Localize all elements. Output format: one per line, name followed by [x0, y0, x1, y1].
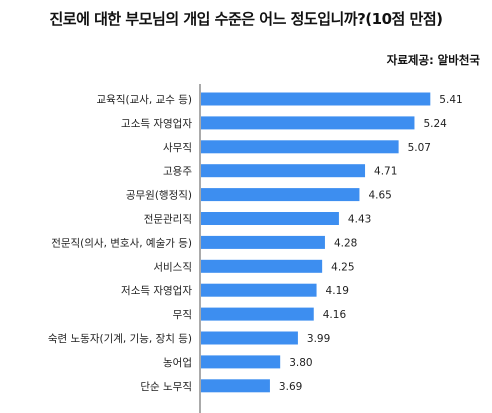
category-label: 무직	[173, 309, 192, 321]
bar	[201, 212, 339, 225]
category-label: 교육직(교사, 교수 등)	[97, 94, 193, 106]
bar	[201, 283, 317, 297]
category-label: 숙련 노동자(기계, 기능, 장치 등)	[48, 333, 192, 345]
category-label: 단순 노무직	[140, 381, 192, 393]
value-label: 4.16	[323, 309, 347, 321]
category-label: 농어업	[163, 356, 192, 369]
category-label: 고용주	[163, 166, 192, 178]
category-label: 공무원(행정직)	[126, 190, 192, 202]
bar	[201, 116, 415, 130]
bar	[201, 355, 281, 369]
category-label: 사무직	[163, 142, 192, 154]
category-label: 고소득 자영업자	[121, 117, 192, 130]
value-label: 4.25	[331, 261, 354, 273]
bar	[201, 331, 298, 345]
value-label: 4.71	[374, 166, 397, 178]
value-label: 3.80	[289, 357, 312, 369]
value-label: 5.24	[423, 118, 447, 130]
category-label: 서비스직	[153, 261, 192, 273]
category-label: 전문직(의사, 변호사, 예술가 등)	[51, 236, 192, 249]
bar	[201, 379, 270, 393]
source-credit: 자료제공: 알바천국	[386, 53, 480, 67]
category-label: 저소득 자영업자	[121, 284, 192, 297]
value-label: 4.65	[368, 190, 391, 202]
bar	[201, 307, 314, 321]
value-label: 5.07	[408, 142, 431, 154]
bar	[201, 92, 431, 106]
value-label: 3.69	[279, 381, 302, 393]
bar	[201, 140, 399, 154]
bar	[201, 235, 325, 249]
bar	[201, 188, 360, 202]
value-label: 5.41	[439, 94, 462, 106]
chart-title: 진로에 대한 부모님의 개입 수준은 어느 정도입니까?(10점 만점)	[49, 10, 443, 28]
bar	[201, 259, 323, 273]
value-label: 4.43	[348, 214, 371, 226]
value-label: 4.28	[334, 237, 357, 249]
value-label: 3.99	[307, 333, 330, 345]
category-label: 전문관리직	[144, 214, 192, 226]
bar	[201, 164, 366, 178]
value-label: 4.19	[326, 285, 349, 297]
